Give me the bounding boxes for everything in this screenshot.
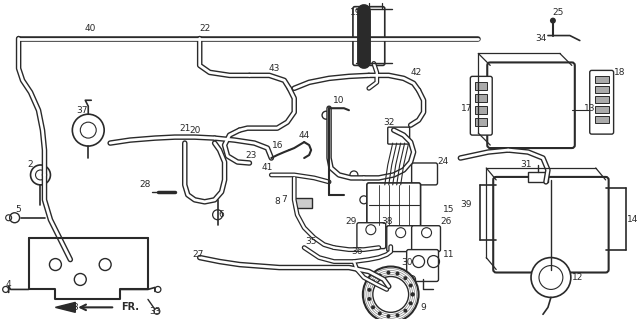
Text: 31: 31	[520, 160, 532, 170]
Text: 25: 25	[552, 8, 564, 17]
Circle shape	[396, 313, 399, 317]
Bar	[528, 172, 548, 182]
Text: 18: 18	[614, 68, 625, 77]
Text: 41: 41	[262, 164, 273, 172]
Circle shape	[403, 276, 408, 280]
Text: 34: 34	[535, 34, 547, 43]
Text: 6: 6	[219, 210, 225, 219]
Circle shape	[378, 274, 382, 277]
FancyBboxPatch shape	[470, 76, 492, 135]
FancyBboxPatch shape	[406, 250, 438, 282]
Bar	[294, 198, 312, 208]
Text: 12: 12	[572, 273, 584, 282]
Text: 21: 21	[179, 124, 191, 132]
Bar	[476, 94, 487, 102]
Text: 20: 20	[189, 126, 200, 135]
FancyBboxPatch shape	[367, 183, 420, 227]
Text: 40: 40	[84, 24, 96, 33]
FancyBboxPatch shape	[388, 127, 410, 144]
Text: 4: 4	[6, 280, 12, 289]
Text: 14: 14	[627, 215, 638, 224]
Circle shape	[411, 292, 415, 296]
Text: 38: 38	[381, 217, 392, 226]
Circle shape	[403, 309, 408, 313]
Text: 7: 7	[282, 195, 287, 204]
Text: 16: 16	[271, 140, 283, 149]
Bar	[476, 82, 487, 90]
Text: 30: 30	[401, 258, 412, 267]
Text: 9: 9	[420, 303, 426, 312]
Circle shape	[371, 305, 375, 309]
Bar	[595, 76, 609, 83]
Text: 10: 10	[333, 96, 345, 105]
Text: 36: 36	[351, 247, 363, 256]
Circle shape	[371, 280, 375, 284]
FancyBboxPatch shape	[357, 223, 386, 249]
FancyBboxPatch shape	[412, 226, 440, 252]
FancyBboxPatch shape	[589, 70, 614, 134]
Text: 17: 17	[461, 104, 472, 113]
Text: 3: 3	[72, 303, 78, 312]
Text: 44: 44	[298, 131, 310, 140]
Circle shape	[378, 311, 382, 316]
Text: 28: 28	[140, 180, 150, 189]
Circle shape	[396, 272, 399, 276]
Text: 24: 24	[438, 157, 449, 166]
Text: 23: 23	[246, 150, 257, 160]
Bar	[476, 118, 487, 126]
Bar	[595, 86, 609, 93]
Polygon shape	[56, 302, 76, 312]
Circle shape	[409, 284, 413, 287]
Text: 13: 13	[584, 104, 595, 113]
Text: 39: 39	[461, 200, 472, 209]
Text: 5: 5	[16, 205, 22, 214]
Circle shape	[72, 114, 104, 146]
Circle shape	[367, 297, 371, 301]
Circle shape	[387, 271, 390, 275]
Text: 11: 11	[443, 250, 454, 259]
Circle shape	[550, 18, 556, 24]
Text: 26: 26	[441, 217, 452, 226]
Text: 2: 2	[28, 160, 33, 170]
Text: 35: 35	[305, 237, 317, 246]
FancyBboxPatch shape	[487, 62, 575, 148]
Circle shape	[387, 314, 390, 318]
Text: FR.: FR.	[121, 302, 139, 312]
FancyBboxPatch shape	[387, 226, 415, 252]
Text: 43: 43	[269, 64, 280, 73]
FancyBboxPatch shape	[493, 177, 609, 273]
Text: 29: 29	[345, 217, 356, 226]
Bar	[476, 106, 487, 114]
Text: 15: 15	[443, 205, 454, 214]
Text: 32: 32	[383, 118, 394, 127]
Bar	[595, 96, 609, 103]
Text: 37: 37	[77, 106, 88, 115]
Circle shape	[531, 258, 571, 297]
Bar	[595, 116, 609, 123]
Circle shape	[411, 292, 415, 296]
Text: 22: 22	[199, 24, 211, 33]
Text: 19: 19	[350, 8, 362, 17]
Text: 33: 33	[149, 307, 161, 316]
Circle shape	[31, 165, 51, 185]
Text: 8: 8	[275, 197, 280, 206]
FancyBboxPatch shape	[369, 7, 385, 65]
Circle shape	[409, 301, 413, 305]
FancyBboxPatch shape	[412, 163, 438, 185]
Circle shape	[363, 267, 419, 320]
Circle shape	[367, 288, 371, 292]
FancyBboxPatch shape	[353, 7, 369, 65]
Bar	[595, 106, 609, 113]
Text: 42: 42	[411, 68, 422, 77]
Text: 27: 27	[192, 250, 204, 259]
